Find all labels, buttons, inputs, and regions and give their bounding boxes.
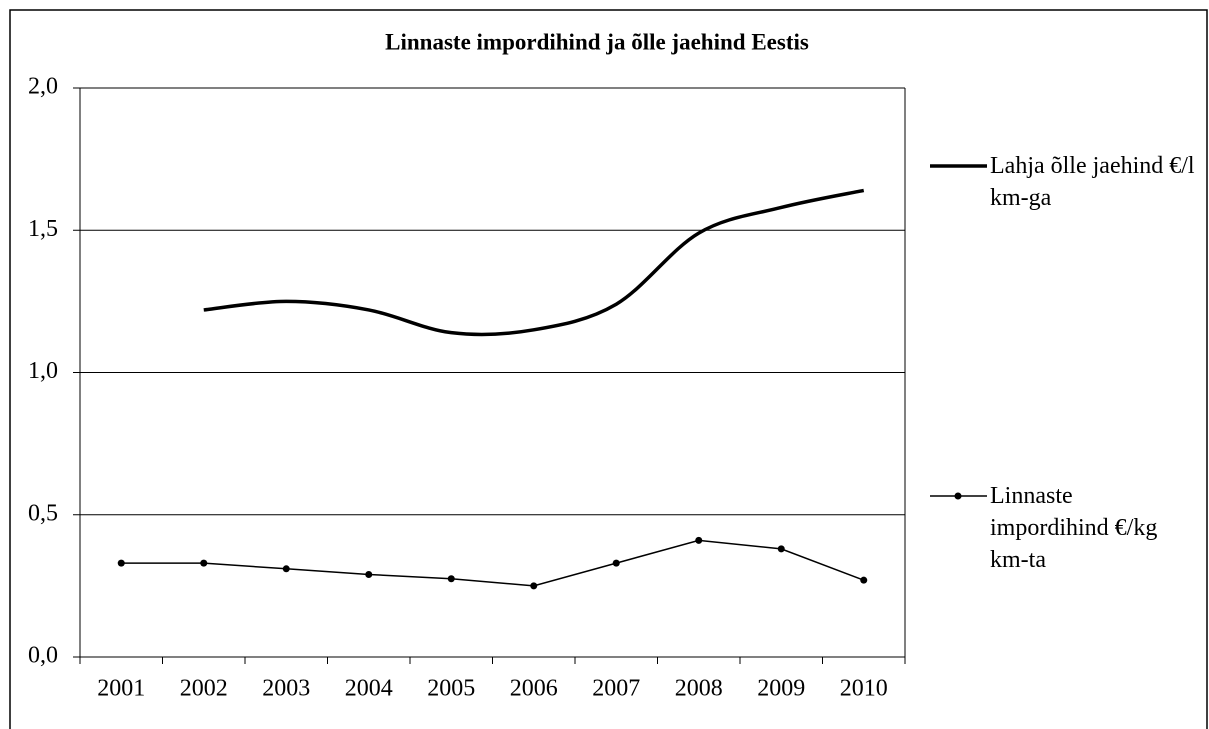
x-tick-label: 2008 xyxy=(675,676,723,702)
data-point xyxy=(530,582,538,590)
x-tick-label: 2010 xyxy=(840,676,888,702)
legend-marker xyxy=(954,492,962,500)
y-tick-label: 2,0 xyxy=(28,74,58,100)
data-point xyxy=(777,545,785,553)
x-tick-label: 2002 xyxy=(180,676,228,702)
chart-title: Linnaste impordihind ja õlle jaehind Ees… xyxy=(385,29,809,54)
x-tick-label: 2004 xyxy=(345,676,393,702)
series-line xyxy=(203,188,865,337)
data-point xyxy=(447,575,455,583)
y-tick-label: 1,5 xyxy=(28,216,58,242)
x-tick-label: 2003 xyxy=(262,676,310,702)
legend-label: Lahja õlle jaehind €/l km-ga xyxy=(990,153,1195,211)
data-point xyxy=(200,559,208,567)
y-tick-label: 0,5 xyxy=(28,500,58,526)
x-tick-label: 2006 xyxy=(510,676,558,702)
y-tick-label: 0,0 xyxy=(28,643,58,669)
data-point xyxy=(117,559,125,567)
data-point xyxy=(612,559,620,567)
x-tick-label: 2007 xyxy=(592,676,640,702)
y-tick-label: 1,0 xyxy=(28,358,58,384)
x-tick-label: 2005 xyxy=(427,676,475,702)
data-point xyxy=(365,570,373,578)
data-point xyxy=(695,536,703,544)
x-tick-label: 2009 xyxy=(757,676,805,702)
data-point xyxy=(860,576,868,584)
x-tick-label: 2001 xyxy=(97,676,145,702)
series-line xyxy=(121,539,865,587)
data-point xyxy=(282,565,290,573)
chart-border xyxy=(9,9,1208,729)
legend-label: Linnaste impordihind €/kg km-ta xyxy=(990,483,1158,573)
